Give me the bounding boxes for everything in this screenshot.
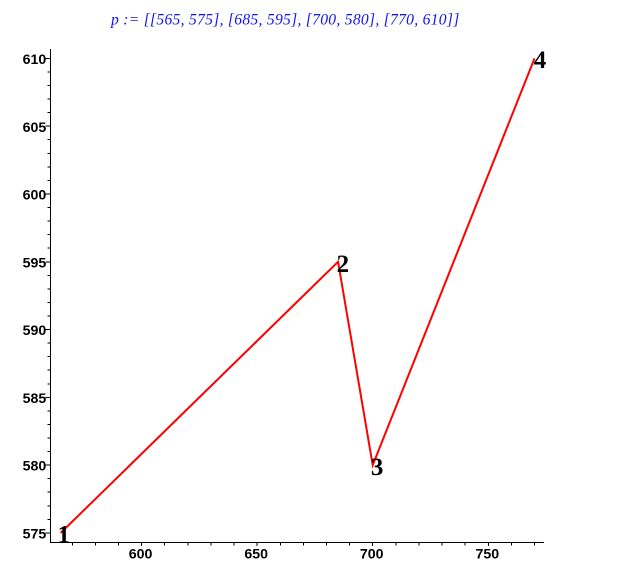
svg-text:575: 575 bbox=[23, 526, 47, 542]
svg-text:2: 2 bbox=[337, 251, 350, 278]
svg-text:605: 605 bbox=[23, 120, 47, 136]
svg-text:580: 580 bbox=[23, 459, 47, 475]
svg-text:585: 585 bbox=[23, 391, 47, 407]
svg-text:700: 700 bbox=[360, 546, 384, 562]
svg-text:600: 600 bbox=[129, 546, 153, 562]
svg-text:1: 1 bbox=[58, 522, 71, 549]
svg-text:595: 595 bbox=[23, 255, 47, 271]
svg-text:750: 750 bbox=[475, 546, 499, 562]
svg-text:600: 600 bbox=[23, 188, 47, 204]
svg-text:p := [[565, 575], [685, 595],: p := [[565, 575], [685, 595], [700, 580]… bbox=[110, 11, 460, 28]
svg-text:610: 610 bbox=[23, 52, 47, 68]
svg-text:4: 4 bbox=[534, 47, 547, 74]
svg-text:650: 650 bbox=[244, 546, 268, 562]
svg-text:3: 3 bbox=[371, 454, 384, 481]
svg-text:590: 590 bbox=[23, 323, 47, 339]
